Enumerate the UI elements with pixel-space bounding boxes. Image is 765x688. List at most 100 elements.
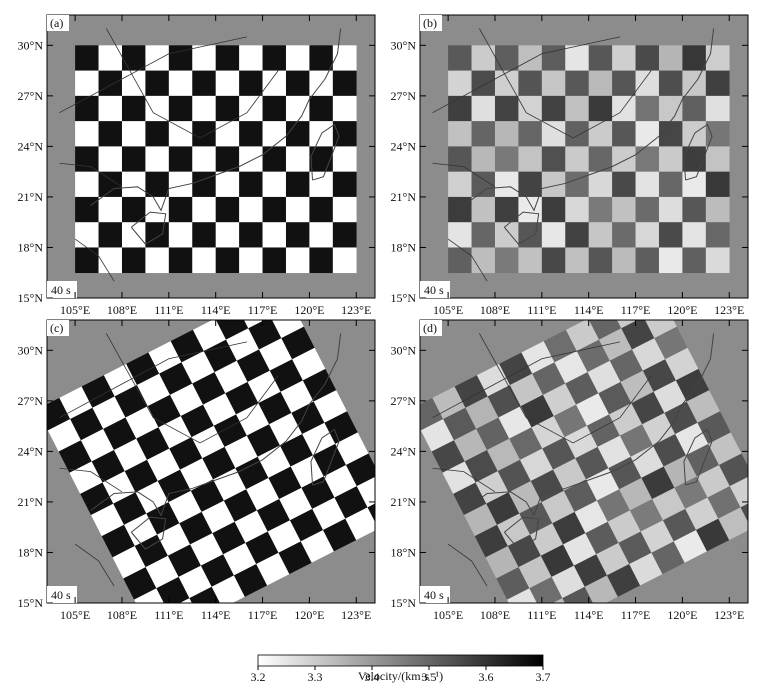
cell <box>448 196 472 223</box>
cell <box>612 45 636 71</box>
cell <box>280 380 315 414</box>
cell <box>145 70 170 97</box>
lon-tick-label: 120°E <box>294 303 324 317</box>
lon-tick-label: 114°E <box>201 608 231 622</box>
cell <box>246 424 281 458</box>
map-panel: (b) 40 s 15°N 18°N 21°N 24°N 27°N 30°N 105°E 108°… <box>391 14 749 317</box>
cell <box>496 513 531 547</box>
cell <box>508 480 542 514</box>
cell <box>98 70 123 97</box>
cell <box>81 375 116 408</box>
cell <box>285 121 310 147</box>
cell <box>651 541 685 575</box>
lon-tick-label: 120°E <box>667 303 697 317</box>
cell <box>565 95 589 122</box>
cell <box>332 95 357 122</box>
cell <box>113 438 148 472</box>
cell <box>123 566 157 600</box>
cell <box>443 407 477 441</box>
cell <box>168 45 193 71</box>
cell <box>476 417 510 451</box>
cell <box>192 247 216 274</box>
cell <box>530 469 565 503</box>
cell <box>494 70 519 97</box>
cell <box>705 146 730 172</box>
cell <box>612 247 636 274</box>
cell <box>541 121 566 147</box>
cell <box>635 70 660 97</box>
cell <box>309 171 334 198</box>
cell <box>542 383 577 417</box>
panel-label: (c) <box>50 321 63 335</box>
cell <box>448 70 472 97</box>
colorbar <box>257 654 544 667</box>
lat-tick-label: 15°N <box>18 291 44 305</box>
cell <box>609 402 643 436</box>
cell <box>464 449 499 483</box>
cell <box>485 545 519 579</box>
cell <box>215 171 240 198</box>
cell <box>125 406 159 439</box>
cell <box>80 428 115 462</box>
lon-tick-label: 114°E <box>574 608 604 622</box>
cell <box>80 482 114 516</box>
cell <box>507 588 541 603</box>
cell <box>239 45 263 71</box>
cell <box>332 171 357 198</box>
cell <box>541 490 575 524</box>
cell <box>285 247 310 274</box>
cell <box>157 469 192 503</box>
cell <box>289 508 324 542</box>
cell <box>47 397 71 431</box>
checkerboard <box>448 45 730 274</box>
cell <box>494 222 519 248</box>
cell <box>332 247 357 274</box>
cell <box>345 453 375 487</box>
cell <box>609 349 644 383</box>
cell <box>612 95 636 122</box>
cell <box>75 247 99 274</box>
lon-tick-label: 108°E <box>107 608 137 622</box>
border <box>447 238 488 282</box>
cell <box>215 70 240 97</box>
cell <box>448 121 472 147</box>
cell <box>540 544 575 578</box>
cell <box>285 196 310 223</box>
cell <box>215 146 240 172</box>
cell <box>635 95 660 122</box>
cell <box>612 196 636 223</box>
cell <box>448 146 472 172</box>
cell <box>420 418 455 452</box>
cell <box>541 95 566 122</box>
coastline <box>503 516 540 550</box>
cell <box>236 402 270 436</box>
colorbar-tick-label: 3.6 <box>479 670 494 683</box>
cell <box>285 45 310 71</box>
cell <box>215 196 240 223</box>
lon-tick-label: 108°E <box>480 608 510 622</box>
cell <box>168 247 193 274</box>
cell <box>75 95 99 122</box>
cell <box>269 412 303 446</box>
cell <box>239 121 263 147</box>
cell <box>112 545 146 579</box>
lat-tick-label: 18°N <box>18 240 44 254</box>
cell <box>192 146 216 172</box>
cell <box>682 45 707 71</box>
cell <box>619 424 654 458</box>
cell <box>98 247 123 274</box>
cell <box>695 518 730 552</box>
cell <box>262 70 287 97</box>
cell <box>192 196 216 223</box>
cell <box>642 412 676 446</box>
cell <box>290 455 325 488</box>
coastline <box>130 211 167 245</box>
cell <box>98 146 123 172</box>
cell <box>192 371 226 405</box>
cell <box>588 121 613 147</box>
cell <box>309 95 334 122</box>
cell <box>256 552 290 586</box>
cell <box>345 507 375 541</box>
cell <box>586 414 621 448</box>
cell <box>518 196 543 223</box>
